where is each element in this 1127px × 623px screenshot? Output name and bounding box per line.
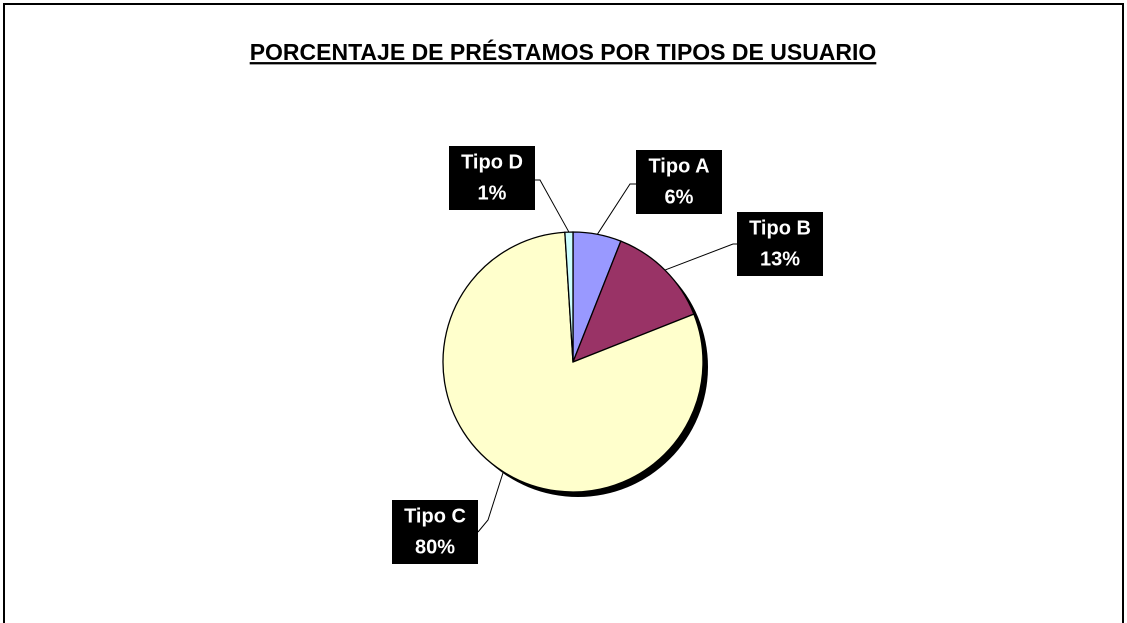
value-label: 13% (760, 248, 800, 270)
label-box (636, 150, 722, 214)
value-label: 80% (415, 536, 455, 558)
slice-label: Tipo A (648, 155, 709, 177)
slice-label: Tipo C (404, 505, 466, 527)
leader-line (533, 179, 570, 233)
pie-slice (571, 240, 695, 364)
value-label: 6% (665, 186, 694, 208)
slice-label: Tipo D (461, 151, 523, 173)
slice-label: Tipo B (749, 217, 811, 239)
pie-slice (564, 231, 574, 363)
chart-title: PORCENTAJE DE PRÉSTAMOS POR TIPOS DE USU… (250, 38, 877, 65)
label-box (449, 146, 535, 210)
leader-line (596, 183, 637, 235)
pie-slice (442, 231, 704, 493)
label-box (737, 212, 823, 276)
label-box (392, 500, 478, 564)
leader-line (477, 471, 504, 533)
value-label: 1% (478, 182, 507, 204)
chart-frame (3, 3, 1124, 623)
leader-line (664, 243, 738, 271)
